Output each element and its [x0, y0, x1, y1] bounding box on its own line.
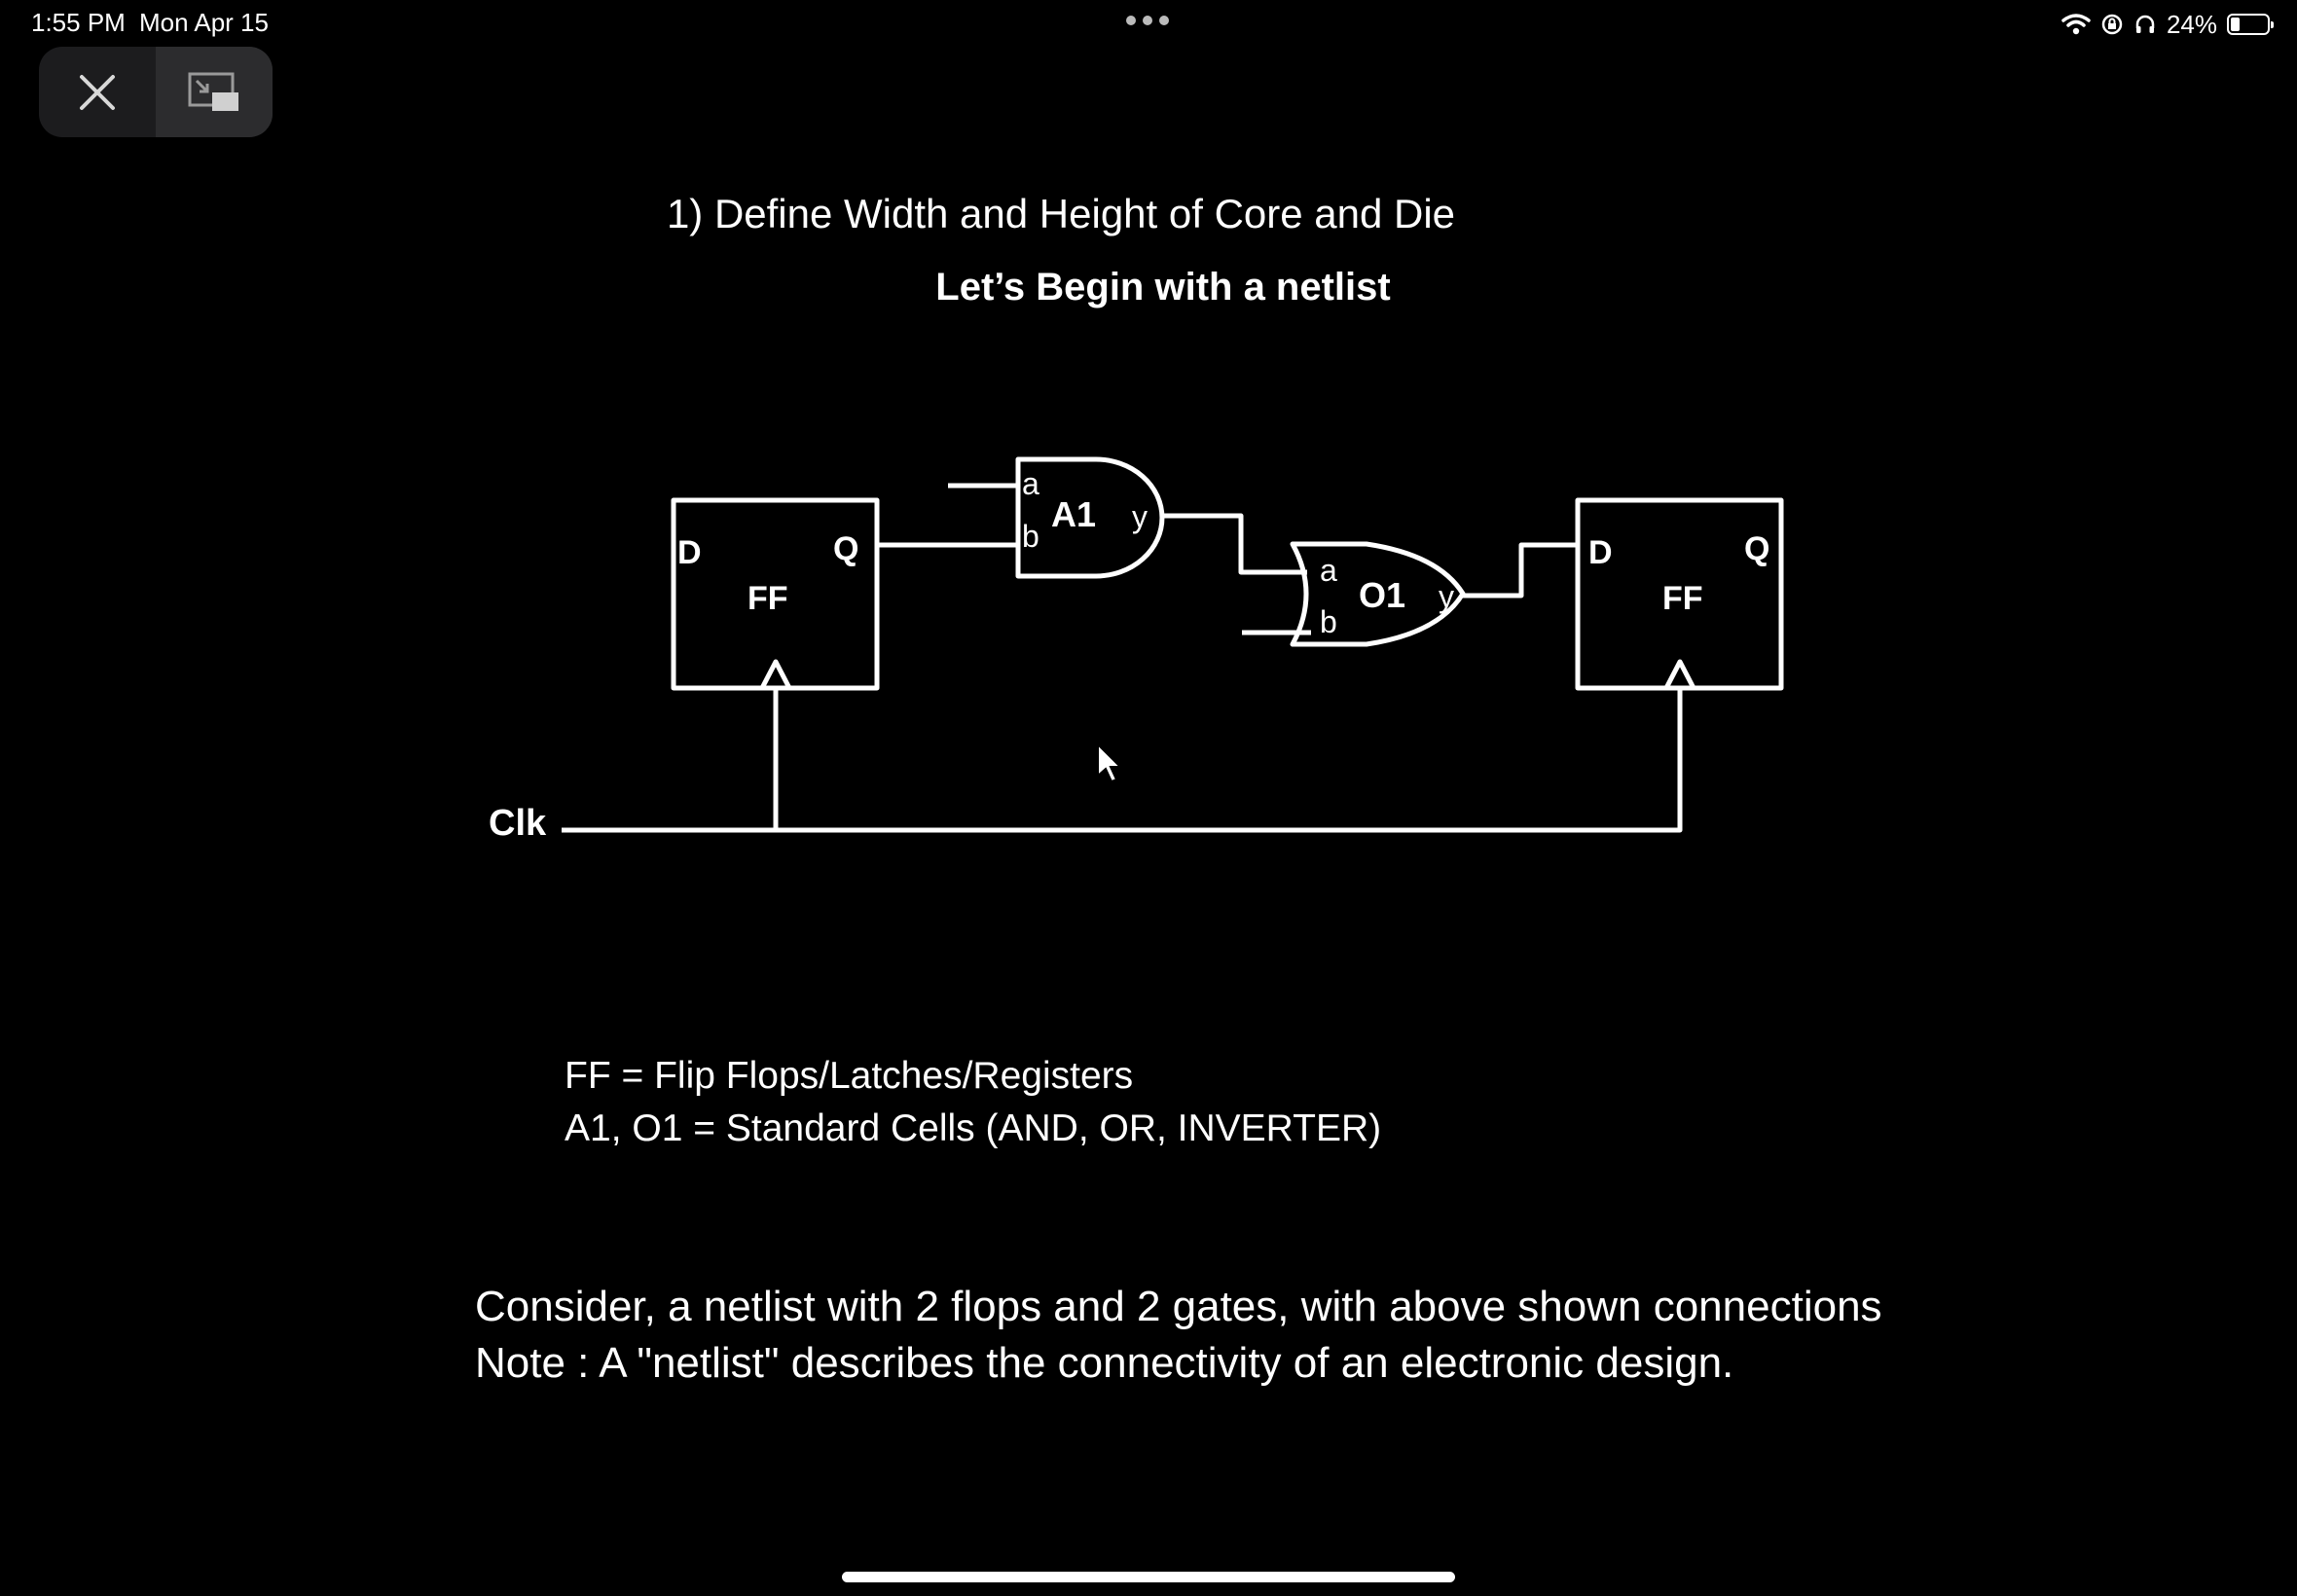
- or-gate-input-a: a: [1320, 553, 1337, 588]
- status-time: 1:55 PM: [31, 8, 126, 37]
- status-indicators: 24%: [2061, 8, 2274, 41]
- and-gate-label: A1: [1051, 494, 1096, 534]
- or-gate-input-b: b: [1320, 604, 1337, 639]
- ff-right-label: FF: [1662, 580, 1703, 617]
- and-gate-a1: [1015, 456, 1165, 579]
- close-button[interactable]: [39, 47, 156, 137]
- legend-line-ff: FF = Flip Flops/Latches/Registers: [565, 1055, 1134, 1097]
- ff-right-clock-triangle: [1663, 659, 1696, 690]
- legend-line-standard-cells: A1, O1 = Standard Cells (AND, OR, INVERT…: [565, 1107, 1382, 1149]
- note-line-consider: Consider, a netlist with 2 flops and 2 g…: [475, 1283, 1882, 1330]
- or-gate-output-y: y: [1439, 579, 1454, 614]
- ff-left-d-pin: D: [677, 534, 702, 571]
- ff-right-q-pin: Q: [1744, 530, 1769, 567]
- home-indicator[interactable]: [842, 1572, 1455, 1582]
- or-gate-label: O1: [1359, 575, 1405, 615]
- ff-left-q-pin: Q: [833, 530, 858, 567]
- ff-right-d-pin: D: [1588, 534, 1613, 571]
- and-gate-output-y: y: [1132, 499, 1148, 534]
- status-date: Mon Apr 15: [139, 8, 269, 37]
- and-gate-input-b: b: [1022, 519, 1039, 554]
- slide-subtitle: Let’s Begin with a netlist: [935, 266, 1391, 308]
- or-gate-o1: [1290, 541, 1466, 647]
- ff-left-label: FF: [747, 580, 788, 617]
- battery-icon: [2227, 14, 2274, 35]
- wifi-icon: [2061, 14, 2091, 35]
- clock-label: Clk: [489, 803, 547, 844]
- wire-clock: [562, 688, 1683, 833]
- headphones-icon: [2135, 15, 2155, 33]
- close-icon: [80, 74, 115, 110]
- ff-left-clock-triangle: [759, 659, 792, 690]
- slide-title: 1) Define Width and Height of Core and D…: [666, 191, 1456, 236]
- mouse-cursor-icon: [1097, 743, 1123, 783]
- wire-a1-y-to-o1-a: [1162, 513, 1307, 575]
- battery-level-fill: [2231, 18, 2240, 31]
- pip-controls: [39, 47, 273, 137]
- pip-restore-icon: [188, 72, 238, 111]
- note-line-definition: Note : A "netlist" describes the connect…: [475, 1339, 1734, 1387]
- multitasking-dots-icon[interactable]: [1126, 16, 1169, 27]
- wire-o1-y-to-ff-d: [1463, 542, 1578, 598]
- orientation-lock-icon: [2101, 14, 2123, 35]
- status-bar: 1:55 PM Mon Apr 15 24%: [0, 0, 2297, 47]
- battery-percentage: 24%: [2166, 9, 2217, 39]
- pip-restore-button[interactable]: [156, 47, 273, 137]
- and-gate-input-a: a: [1022, 466, 1039, 501]
